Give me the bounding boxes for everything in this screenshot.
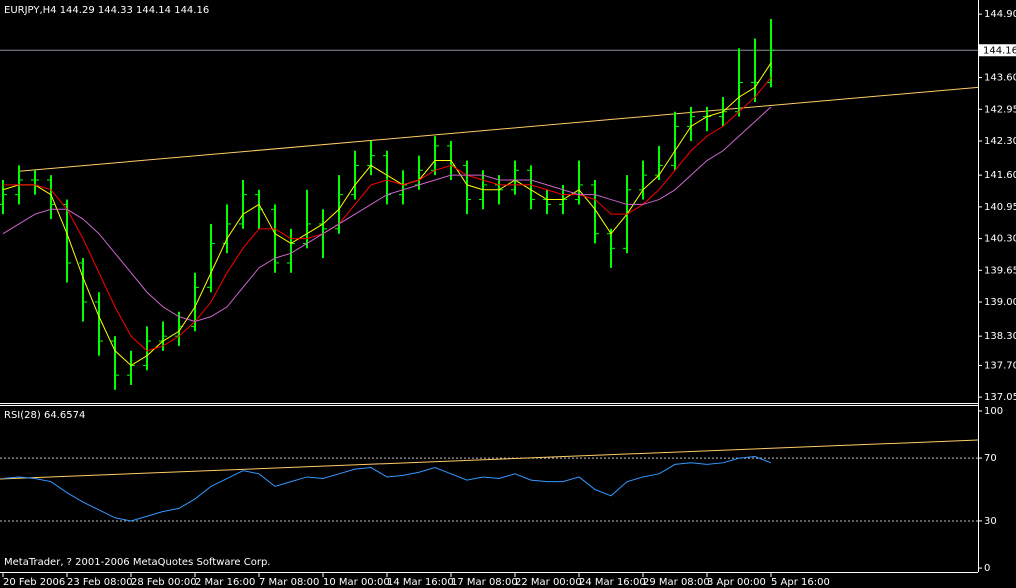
y-tick-label: 139.00	[984, 297, 1016, 308]
y-tick-label: 137.05	[984, 392, 1016, 403]
y-tick-label: 144.90	[984, 9, 1016, 20]
y-tick-label: 30	[984, 516, 997, 527]
x-tick-label: 17 Mar 08:00	[451, 577, 518, 588]
x-tick-label: 29 Mar 08:00	[643, 577, 710, 588]
y-tick-label: 0	[984, 563, 990, 574]
y-tick-label: 142.95	[984, 104, 1016, 115]
y-tick-label: 141.60	[984, 170, 1016, 181]
y-tick-label: 143.60	[984, 73, 1016, 84]
y-tick-label: 137.70	[984, 360, 1016, 371]
x-tick-label: 22 Mar 00:00	[515, 577, 582, 588]
trendline	[0, 439, 979, 480]
y-tick-label: 70	[984, 453, 997, 464]
chart-title: EURJPY,H4 144.29 144.33 144.14 144.16	[4, 5, 209, 16]
last-price-box	[979, 44, 1016, 57]
x-tick-label: 5 Apr 16:00	[771, 577, 830, 588]
last-price-label: 144.16	[983, 45, 1016, 56]
y-tick-label: 139.65	[984, 265, 1016, 276]
indicator-line	[2, 106, 772, 323]
trendline	[18, 86, 979, 172]
x-tick-label: 28 Feb 00:00	[131, 577, 197, 588]
x-tick-label: 24 Mar 16:00	[579, 577, 646, 588]
y-tick-label: 100	[984, 406, 1003, 417]
x-tick-label: 7 Mar 08:00	[259, 577, 319, 588]
x-tick-label: 14 Mar 16:00	[387, 577, 454, 588]
indicator-line	[2, 456, 772, 522]
x-tick-label: 23 Feb 08:00	[67, 577, 133, 588]
x-tick-label: 3 Apr 00:00	[707, 577, 766, 588]
copyright: MetaTrader, ? 2001-2006 MetaQuotes Softw…	[4, 557, 270, 568]
x-tick-label: 20 Feb 2006	[3, 577, 65, 588]
x-tick-label: 2 Mar 16:00	[195, 577, 255, 588]
indicator-line	[2, 62, 772, 367]
indicator-title: RSI(28) 64.6574	[4, 410, 85, 421]
y-tick-label: 142.30	[984, 136, 1016, 147]
y-tick-label: 138.30	[984, 331, 1016, 342]
y-tick-label: 140.95	[984, 202, 1016, 213]
y-tick-label: 140.30	[984, 234, 1016, 245]
x-tick-label: 10 Mar 00:00	[323, 577, 390, 588]
